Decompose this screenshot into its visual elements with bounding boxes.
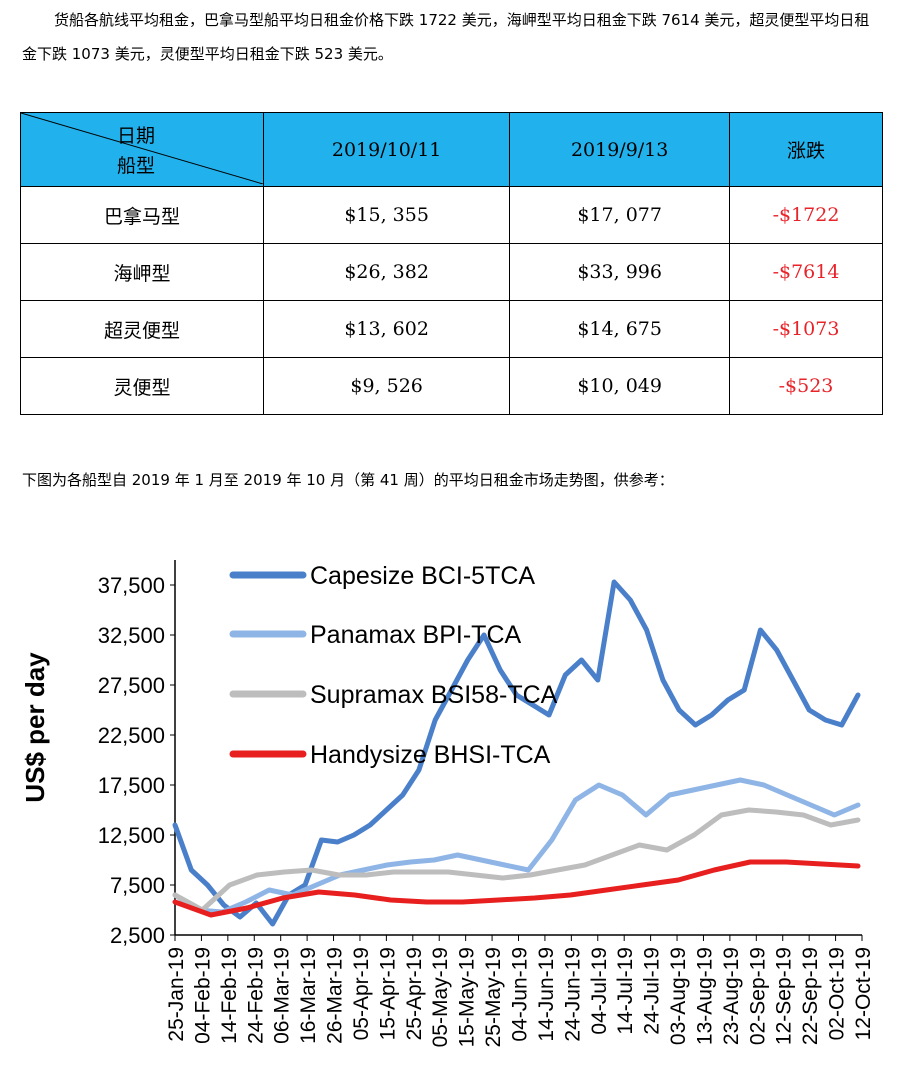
change-cell: -$7614 bbox=[729, 243, 883, 301]
x-tick-label: 02-Oct-19 bbox=[826, 947, 849, 1040]
table-row: 海岬型 $26, 382 $33, 996 -$7614 bbox=[20, 243, 883, 301]
y-tick-label: 17,500 bbox=[98, 773, 165, 798]
x-tick-label: 04-Jun-19 bbox=[509, 947, 532, 1042]
corner-shiptype-label: 船型 bbox=[117, 155, 156, 177]
x-tick-label: 06-Mar-19 bbox=[271, 947, 294, 1044]
x-tick-label: 04-Jul-19 bbox=[588, 947, 611, 1035]
legend-label: Handysize BHSI-TCA bbox=[310, 741, 551, 769]
charter-rate-table: 日期 船型 2019/10/11 2019/9/13 涨跌 巴拿马型 $15, … bbox=[20, 112, 883, 415]
x-tick-label: 03-Aug-19 bbox=[667, 947, 690, 1045]
oct-rate-cell: $9, 526 bbox=[262, 357, 511, 415]
change-cell: -$523 bbox=[729, 357, 883, 415]
x-tick-label: 13-Aug-19 bbox=[693, 947, 716, 1045]
x-tick-label: 26-Mar-19 bbox=[324, 947, 347, 1044]
legend-label: Supramax BSI58-TCA bbox=[310, 681, 558, 709]
x-tick-label: 15-May-19 bbox=[456, 947, 479, 1047]
corner-date-label: 日期 bbox=[117, 125, 156, 147]
x-tick-label: 04-Feb-19 bbox=[191, 947, 214, 1044]
x-tick-label: 05-May-19 bbox=[429, 947, 452, 1047]
legend-label: Capesize BCI-5TCA bbox=[310, 562, 535, 590]
ship-type-cell: 超灵便型 bbox=[20, 300, 264, 358]
table-row: 巴拿马型 $15, 355 $17, 077 -$1722 bbox=[20, 186, 883, 244]
table-header-row: 日期 船型 2019/10/11 2019/9/13 涨跌 bbox=[20, 112, 883, 187]
x-tick-label: 24-Jun-19 bbox=[561, 947, 584, 1042]
x-tick-label: 25-May-19 bbox=[482, 947, 505, 1047]
y-tick-label: 2,500 bbox=[110, 923, 165, 948]
column-header-sep: 2019/9/13 bbox=[509, 112, 731, 187]
ship-type-cell: 海岬型 bbox=[20, 243, 264, 301]
sep-rate-cell: $14, 675 bbox=[509, 300, 731, 358]
sep-rate-cell: $10, 049 bbox=[509, 357, 731, 415]
intro-paragraph: 货船各航线平均租金，巴拿马型船平均日租金价格下跌 1722 美元，海岬型平均日租… bbox=[22, 11, 870, 63]
column-header-oct: 2019/10/11 bbox=[262, 112, 511, 187]
x-tick-label: 25-Apr-19 bbox=[403, 947, 426, 1040]
change-cell: -$1073 bbox=[729, 300, 883, 358]
x-tick-label: 24-Feb-19 bbox=[244, 947, 267, 1044]
x-tick-label: 24-Jul-19 bbox=[641, 947, 664, 1035]
x-tick-label: 05-Apr-19 bbox=[350, 947, 373, 1040]
y-tick-label: 7,500 bbox=[110, 873, 165, 898]
table-corner-cell: 日期 船型 bbox=[20, 112, 264, 187]
chart-intro-paragraph: 下图为各船型自 2019 年 1 月至 2019 年 10 月（第 41 周）的… bbox=[22, 471, 674, 489]
legend-label: Panamax BPI-TCA bbox=[310, 621, 522, 649]
x-tick-label: 16-Mar-19 bbox=[297, 947, 320, 1044]
oct-rate-cell: $15, 355 bbox=[262, 186, 511, 244]
oct-rate-cell: $13, 602 bbox=[262, 300, 511, 358]
x-tick-label: 22-Sep-19 bbox=[799, 947, 822, 1045]
x-tick-label: 15-Apr-19 bbox=[376, 947, 399, 1040]
diagonal-line bbox=[21, 113, 263, 184]
x-tick-label: 12-Sep-19 bbox=[773, 947, 796, 1045]
y-tick-label: 22,500 bbox=[98, 723, 165, 748]
y-tick-label: 37,500 bbox=[98, 573, 165, 598]
x-tick-label: 12-Oct-19 bbox=[852, 947, 875, 1040]
series-line-2 bbox=[172, 777, 861, 915]
x-tick-label: 23-Aug-19 bbox=[720, 947, 743, 1045]
y-tick-label: 32,500 bbox=[98, 623, 165, 648]
x-tick-label: 02-Sep-19 bbox=[746, 947, 769, 1045]
ship-type-cell: 灵便型 bbox=[20, 357, 264, 415]
y-tick-label: 12,500 bbox=[98, 823, 165, 848]
sep-rate-cell: $17, 077 bbox=[509, 186, 731, 244]
sep-rate-cell: $33, 996 bbox=[509, 243, 731, 301]
change-cell: -$1722 bbox=[729, 186, 883, 244]
y-tick-label: 27,500 bbox=[98, 673, 165, 698]
column-header-change: 涨跌 bbox=[729, 112, 883, 187]
ship-type-cell: 巴拿马型 bbox=[20, 186, 264, 244]
x-tick-label: 14-Feb-19 bbox=[218, 947, 241, 1044]
charter-rate-line-chart: 2,500 7,500 12,500 17,500 22,500 27,500 32,500… bbox=[20, 560, 875, 1047]
table-row: 超灵便型 $13, 602 $14, 675 -$1073 bbox=[20, 300, 883, 358]
x-tick-label: 14-Jul-19 bbox=[614, 947, 637, 1035]
series-line-3 bbox=[172, 807, 861, 913]
x-tick-label: 25-Jan-19 bbox=[165, 947, 188, 1042]
y-axis-label: US$ per day bbox=[20, 652, 50, 803]
oct-rate-cell: $26, 382 bbox=[262, 243, 511, 301]
table-row: 灵便型 $9, 526 $10, 049 -$523 bbox=[20, 357, 883, 415]
x-tick-label: 14-Jun-19 bbox=[535, 947, 558, 1042]
series-line-4 bbox=[172, 859, 861, 918]
